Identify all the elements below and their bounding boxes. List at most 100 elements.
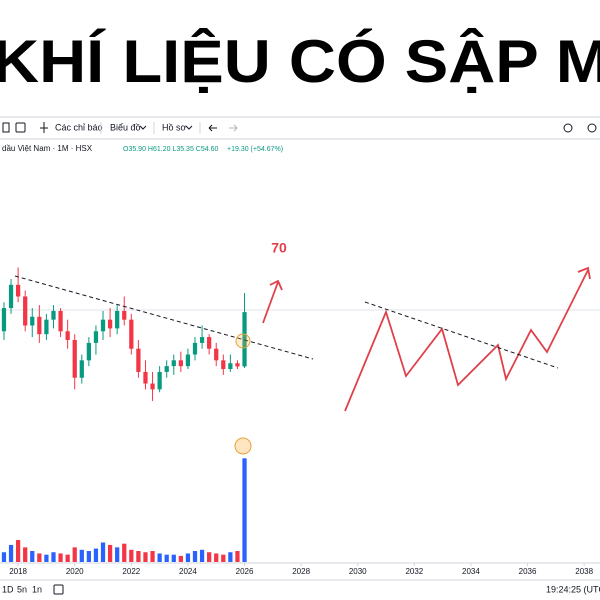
toolbar-button[interactable]: Các chỉ báo <box>55 122 103 132</box>
x-tick-label: 2036 <box>519 567 537 576</box>
range-button[interactable]: 1D <box>2 584 14 594</box>
candle-body <box>23 296 28 326</box>
volume-bar <box>150 551 155 562</box>
volume-bar <box>199 549 205 562</box>
volume-bar <box>37 553 42 562</box>
volume-bar <box>157 553 162 562</box>
candle-body <box>242 312 247 367</box>
candle-body <box>214 348 219 361</box>
redo-icon[interactable] <box>229 124 238 132</box>
legend-ohlc: O35.90 H61.20 L35.35 C54.60 <box>123 146 218 153</box>
volume-bar <box>228 552 233 562</box>
candle-body <box>1 308 7 332</box>
volume-bar <box>122 543 127 562</box>
candle-body <box>8 284 14 309</box>
volume-bar <box>115 547 120 562</box>
candle-body <box>79 360 84 378</box>
x-tick-label: 2024 <box>179 567 197 576</box>
candle-body <box>86 342 91 361</box>
candle-body <box>143 371 148 384</box>
snapshot-icon[interactable] <box>563 123 573 133</box>
highlight-circle <box>234 437 252 455</box>
candle-body <box>199 337 205 343</box>
projection-trendline <box>364 301 559 369</box>
volume-bar <box>171 554 176 562</box>
volume-bar <box>79 549 84 562</box>
candle-body <box>207 337 212 349</box>
candle-body <box>129 319 134 349</box>
candle-body <box>51 310 56 320</box>
volume-bar <box>100 542 106 562</box>
candle-body <box>185 354 191 367</box>
icon[interactable] <box>15 122 26 133</box>
undo-icon[interactable] <box>208 124 217 132</box>
banner-title: KHÍ LIỆU CÓ SẬP M <box>0 28 600 95</box>
x-tick-label: 2030 <box>349 567 367 576</box>
range-button[interactable]: 5n <box>17 584 27 594</box>
candle-body <box>150 383 155 390</box>
candle-body <box>30 316 35 326</box>
candle-body <box>122 310 127 320</box>
dropdown-icon[interactable] <box>185 125 193 130</box>
volume-bar <box>129 549 134 562</box>
icon[interactable] <box>2 122 10 133</box>
x-tick-label: 2038 <box>575 567 593 576</box>
volume-bar <box>8 544 14 562</box>
volume-bar <box>178 555 183 562</box>
candle-body <box>107 319 113 329</box>
volume-bar <box>86 551 91 562</box>
volume-bar <box>214 553 219 562</box>
candle-body <box>157 371 162 390</box>
volume-bar <box>192 551 198 562</box>
toolbar-button[interactable]: Biểu đồ <box>110 122 141 132</box>
candle-body <box>44 319 49 335</box>
candle-body <box>93 331 99 343</box>
volume-bar <box>221 554 226 562</box>
volume-bar <box>65 554 70 562</box>
indicator-icon[interactable] <box>40 122 48 133</box>
legend-change: +19.30 (+54.67%) <box>227 146 283 153</box>
candle-body <box>136 348 141 372</box>
volume-bar <box>185 553 191 562</box>
volume-bar <box>235 551 240 562</box>
calendar-icon[interactable] <box>53 584 64 595</box>
x-tick-label: 2028 <box>292 567 310 576</box>
toolbar-button[interactable]: Hồ sơ <box>162 122 187 132</box>
candle-body <box>164 366 169 372</box>
candle-body <box>58 310 63 332</box>
volume-bar <box>164 554 169 562</box>
arrow <box>262 279 283 324</box>
plot: 2018 2020 2022 2024 2026 2028 2030 2032 2034 2036… <box>1 267 594 576</box>
candle-body <box>65 331 70 340</box>
volume-bar <box>207 552 212 562</box>
volume-bar <box>93 548 99 562</box>
dropdown-icon[interactable] <box>139 125 147 130</box>
candle-body <box>171 360 176 367</box>
range-button[interactable]: 1n <box>32 584 42 594</box>
volume-bar <box>58 553 63 562</box>
candle-body <box>228 363 233 370</box>
volume-bar <box>51 552 56 562</box>
x-tick-label: 2034 <box>462 567 480 576</box>
volume-bar <box>72 547 77 562</box>
x-tick-label: 2020 <box>66 567 84 576</box>
volume-bar <box>44 554 49 562</box>
candle-body <box>235 363 240 367</box>
volume-bar <box>107 544 113 562</box>
candle-body <box>37 316 42 335</box>
clock: 19:24:25 (UTC+ <box>546 584 600 594</box>
candle-body <box>221 360 226 370</box>
x-tick-label: 2022 <box>122 567 140 576</box>
candle-body <box>192 342 198 355</box>
target-label: 70 <box>271 240 287 256</box>
volume-bar <box>1 552 7 562</box>
trendline <box>14 275 314 360</box>
candle-body <box>72 340 77 378</box>
x-tick-label: 2018 <box>9 567 27 576</box>
projection-path <box>344 266 591 412</box>
volume-bar <box>143 552 148 562</box>
candle-body <box>178 360 183 367</box>
settings-icon[interactable] <box>587 123 597 133</box>
